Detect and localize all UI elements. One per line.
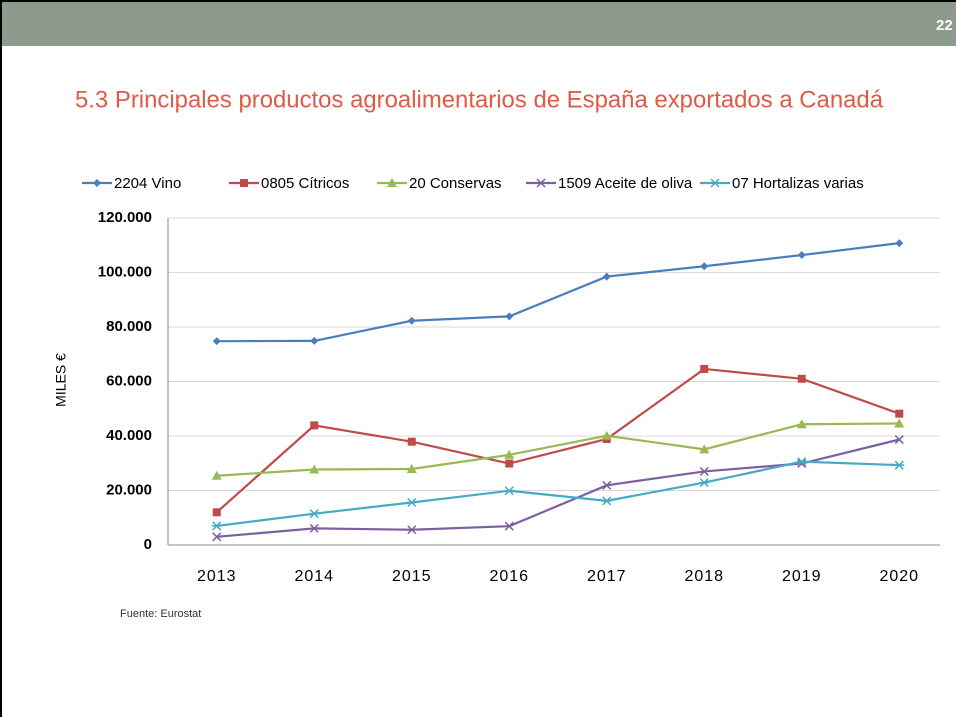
marker (212, 532, 222, 542)
marker (536, 178, 546, 188)
marker (894, 460, 905, 470)
marker (406, 497, 417, 508)
marker (407, 316, 416, 325)
x-tick-label: 2019 (782, 568, 822, 585)
marker (505, 312, 514, 321)
x-tick-label: 2016 (489, 568, 529, 585)
marker (310, 336, 319, 345)
series-line (216, 367, 900, 514)
y-tick-label: 0 (144, 536, 152, 553)
marker (700, 364, 709, 373)
marker (796, 457, 807, 467)
marker (699, 466, 709, 476)
marker (895, 239, 904, 248)
marker (895, 409, 904, 418)
marker (310, 421, 319, 430)
marker (710, 178, 720, 188)
legend-label: 07 Hortalizas varias (732, 175, 864, 192)
legend-label: 1509 Aceite de oliva (558, 175, 693, 192)
marker (504, 449, 515, 459)
marker (699, 478, 710, 488)
marker (504, 486, 515, 496)
y-axis-label: MILES € (53, 353, 69, 407)
y-tick-label: 120.000 (98, 209, 152, 226)
y-tick-label: 40.000 (106, 427, 152, 444)
marker (212, 337, 221, 346)
x-tick-label: 2015 (392, 568, 432, 585)
x-tick-label: 2020 (879, 568, 919, 585)
marker (387, 178, 397, 187)
marker (407, 437, 416, 446)
marker (240, 179, 248, 187)
marker (797, 251, 806, 260)
marker (505, 459, 514, 468)
slide-number: 22 (936, 17, 953, 34)
marker (504, 521, 514, 531)
marker (797, 374, 806, 383)
marker (602, 480, 612, 490)
x-tick-label: 2018 (684, 568, 724, 585)
marker (700, 262, 709, 271)
marker (211, 521, 222, 531)
marker (894, 418, 905, 428)
y-tick-label: 60.000 (106, 372, 152, 389)
marker (601, 496, 612, 506)
x-tick-label: 2017 (587, 568, 627, 585)
legend-label: 2204 Vino (114, 175, 181, 192)
marker (894, 435, 904, 445)
y-tick-label: 80.000 (106, 318, 152, 335)
marker (93, 179, 101, 187)
x-tick-label: 2014 (294, 568, 334, 585)
source-note: Fuente: Eurostat (120, 608, 201, 620)
series-line (216, 241, 900, 343)
y-tick-label: 20.000 (106, 481, 152, 498)
marker (309, 509, 320, 519)
header-bar (0, 0, 956, 46)
legend-label: 20 Conservas (409, 175, 502, 192)
marker (602, 272, 611, 281)
marker (211, 470, 222, 480)
marker (212, 508, 221, 517)
marker (796, 419, 807, 429)
marker (407, 525, 417, 535)
marker (309, 464, 320, 474)
x-tick-label: 2013 (197, 568, 237, 585)
chart-title: 5.3 Principales productos agroalimentari… (75, 86, 884, 113)
y-tick-label: 100.000 (98, 263, 152, 280)
marker (406, 463, 417, 473)
series-line (216, 422, 900, 477)
legend-label: 0805 Cítricos (261, 175, 349, 192)
series-line (216, 460, 900, 528)
marker (699, 444, 710, 454)
marker (601, 430, 612, 440)
marker (309, 523, 319, 533)
